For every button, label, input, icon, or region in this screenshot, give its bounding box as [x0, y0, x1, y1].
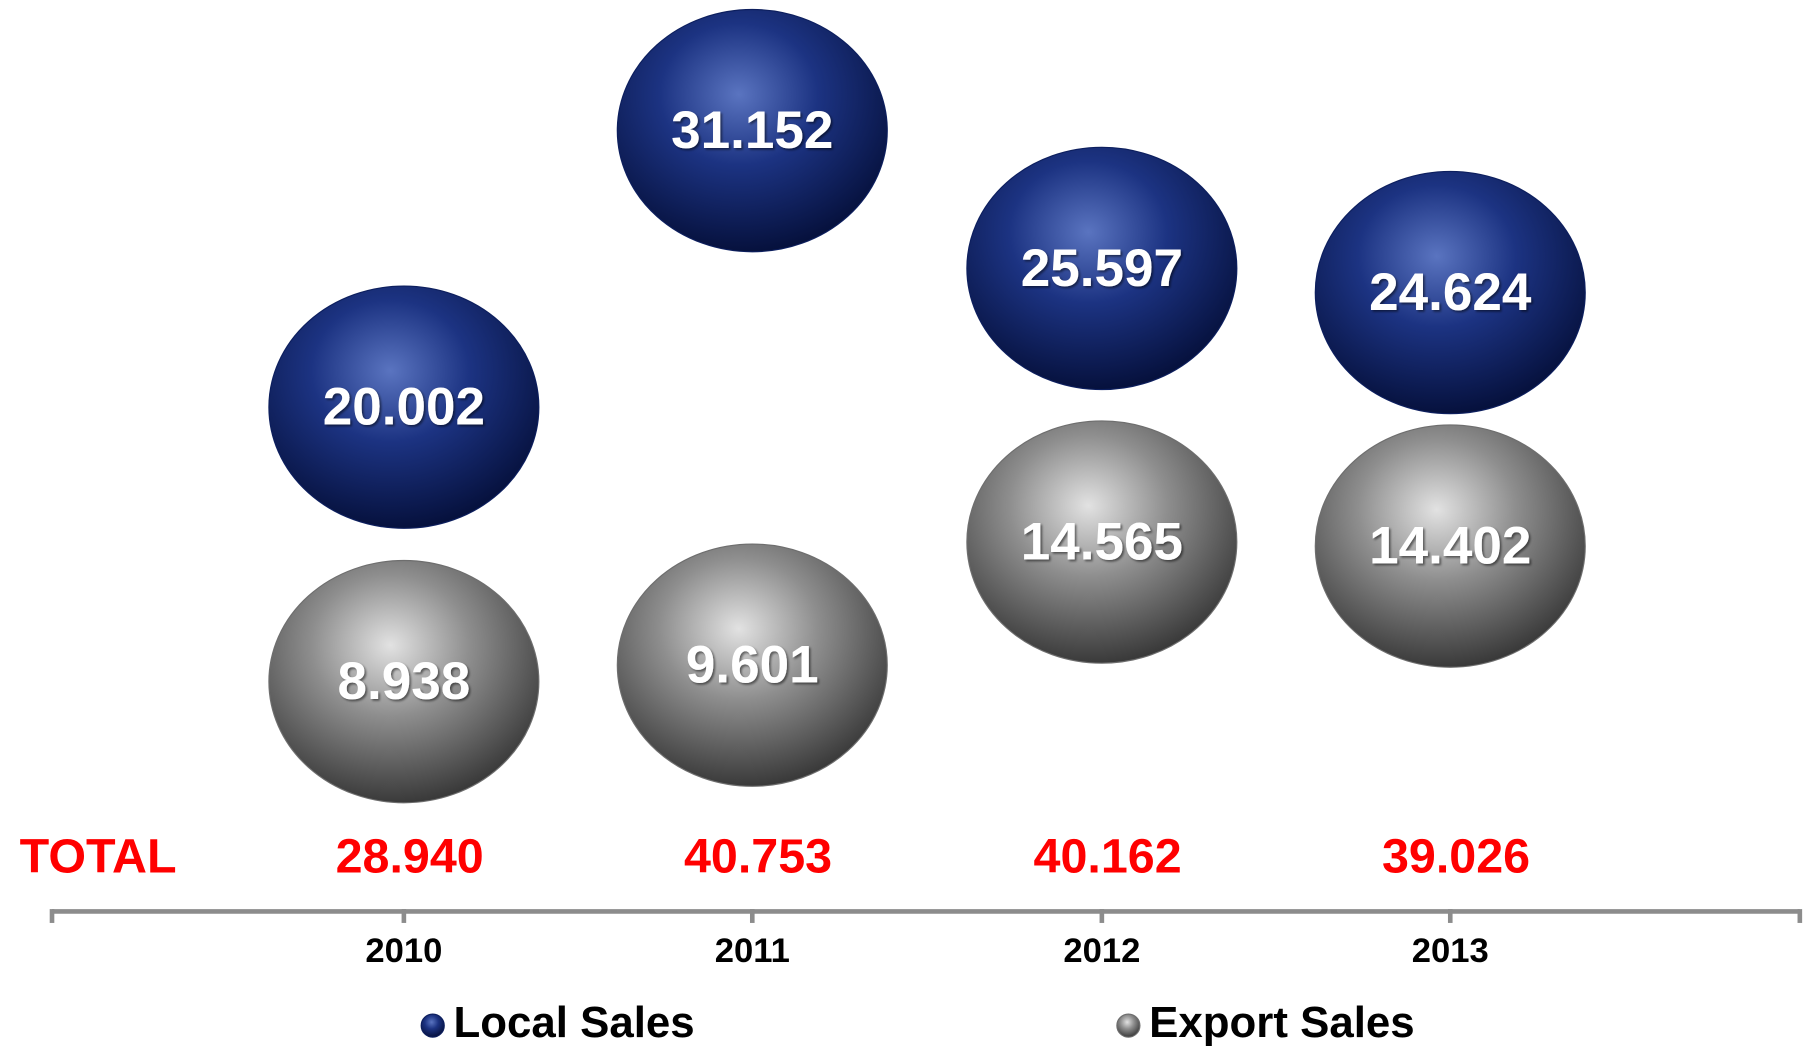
legend-label: Export Sales — [1149, 998, 1415, 1047]
total-value: 28.940 — [336, 829, 484, 883]
x-tick-label: 2011 — [715, 932, 790, 970]
bubble — [268, 285, 540, 529]
total-label: TOTAL — [20, 829, 177, 883]
data-label: 14.565 — [1021, 513, 1183, 572]
x-tick-label: 2010 — [365, 932, 442, 970]
total-value: 39.026 — [1382, 829, 1530, 883]
data-label: 24.624 — [1369, 263, 1532, 322]
data-label: 25.597 — [1021, 239, 1183, 298]
bubble — [966, 146, 1238, 391]
x-axis — [49, 909, 1803, 923]
data-label: 8.938 — [338, 652, 471, 711]
total-value: 40.162 — [1034, 829, 1182, 883]
legend-marker — [420, 1013, 445, 1038]
bubble — [1314, 170, 1586, 415]
data-label: 14.402 — [1369, 517, 1531, 576]
data-label: 20.002 — [323, 378, 485, 437]
data-label: 9.601 — [686, 636, 819, 695]
data-label: 31.152 — [671, 101, 833, 160]
x-tick-label: 2012 — [1063, 932, 1140, 970]
bubble — [616, 543, 888, 787]
total-value: 40.753 — [684, 829, 832, 883]
x-tick-label: 2013 — [1412, 932, 1489, 970]
bubble — [268, 559, 540, 804]
legend-label: Local Sales — [453, 998, 694, 1047]
bubble — [966, 420, 1238, 664]
bubble — [1314, 424, 1586, 668]
legend-marker — [1116, 1013, 1141, 1038]
bubble — [616, 8, 888, 253]
